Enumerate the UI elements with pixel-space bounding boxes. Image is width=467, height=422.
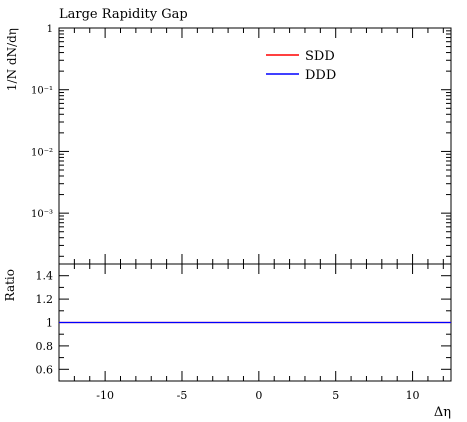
y-tick-label: 1: [47, 24, 53, 35]
y-tick-label: 10⁻³: [31, 209, 53, 220]
x-tick-label: -10: [96, 389, 114, 402]
y-tick-label: 10⁻²: [31, 147, 53, 158]
x-tick-label: 5: [332, 389, 339, 402]
ratio-y-tick-label: 1: [46, 317, 53, 330]
y-tick-label: 10⁻¹: [31, 86, 53, 97]
legend: SDD DDD: [266, 49, 336, 83]
main-plot-frame: [58, 27, 452, 265]
ratio-y-axis-label: Ratio: [3, 269, 17, 301]
ratio-y-tick-label: 1.2: [36, 293, 54, 306]
y-axis-label: 1/N dN/dη: [5, 28, 19, 91]
ratio-y-tick-label: 1.4: [36, 270, 54, 283]
ratio-y-tick-label: 0.8: [36, 340, 54, 353]
ratio-y-tick-label: 0.6: [36, 363, 54, 376]
chart-title: Large Rapidity Gap: [59, 7, 188, 22]
x-axis-label: Δη: [434, 405, 451, 420]
legend-label-ddd: DDD: [305, 68, 336, 83]
legend-label-sdd: SDD: [305, 49, 335, 64]
x-tick-label: 10: [406, 389, 420, 402]
x-tick-label: -5: [177, 389, 188, 402]
x-tick-label: 0: [255, 389, 262, 402]
